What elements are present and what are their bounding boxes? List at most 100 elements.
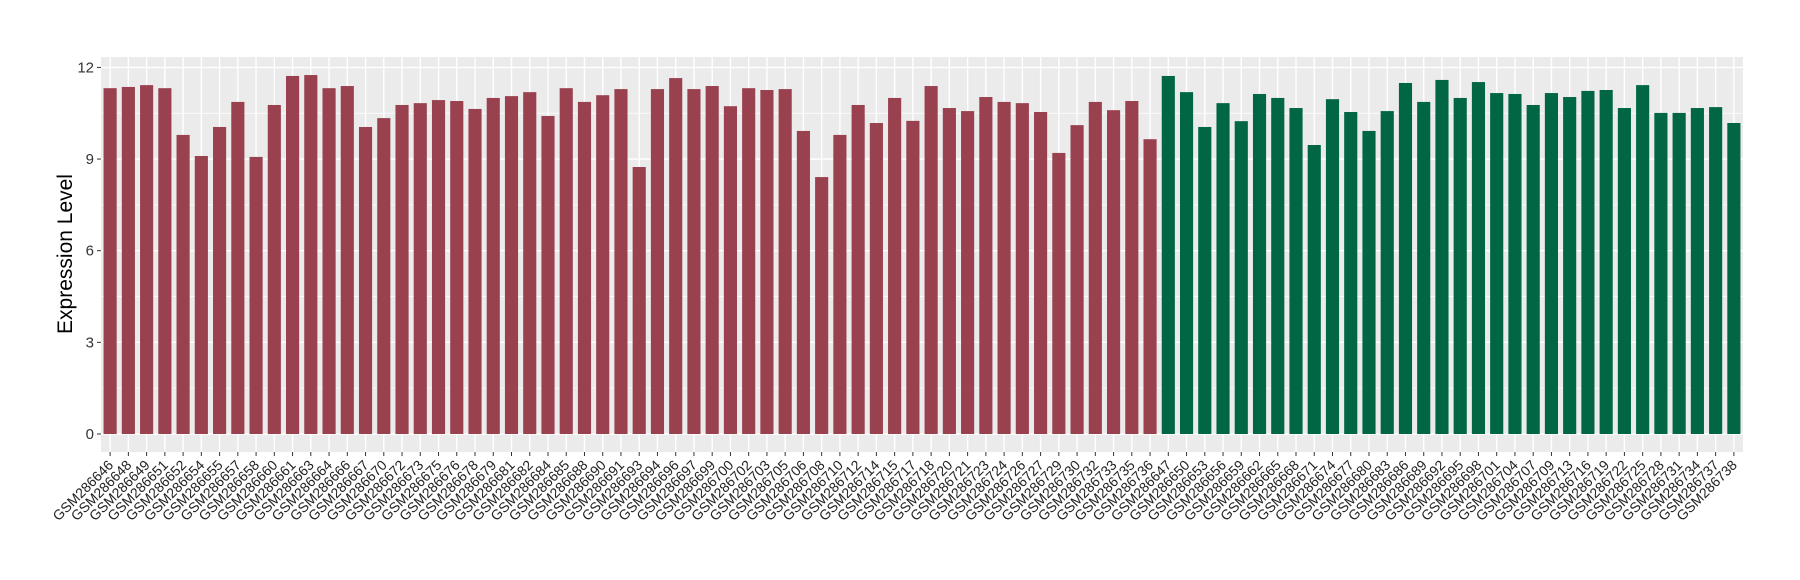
bar-GSM286666 [340, 86, 354, 435]
bar-GSM286736 [1143, 139, 1157, 434]
bar-GSM286672 [395, 104, 409, 434]
bar-GSM286712 [851, 104, 865, 434]
bar-GSM286661 [285, 75, 300, 434]
bar-GSM286714 [869, 123, 883, 434]
bar-GSM286707 [1526, 104, 1540, 434]
bar-GSM286720 [942, 108, 956, 435]
bar-GSM286732 [1088, 101, 1102, 434]
bar-GSM286727 [1034, 112, 1048, 435]
bar-GSM286709 [1544, 93, 1559, 434]
bar-GSM286670 [377, 118, 391, 434]
bar-GSM286718 [924, 86, 938, 435]
bar-GSM286706 [796, 130, 810, 434]
bar-GSM286652 [176, 134, 190, 434]
bar-GSM286716 [1581, 90, 1595, 435]
bar-GSM286705 [778, 89, 792, 434]
bar-GSM286656 [1216, 103, 1230, 435]
bar-GSM286722 [1617, 108, 1631, 435]
bar-GSM286730 [1070, 125, 1084, 435]
bar-GSM286701 [1490, 93, 1504, 434]
bar-GSM286660 [267, 104, 281, 434]
bar-GSM286646 [103, 88, 117, 434]
bar-GSM286664 [322, 88, 336, 434]
bar-GSM286697 [687, 89, 701, 434]
bar-GSM286703 [760, 90, 774, 434]
bar-GSM286724 [997, 101, 1011, 434]
bar-GSM286683 [1380, 111, 1394, 435]
bar-GSM286710 [833, 134, 847, 434]
y-tick-label: 12 [77, 59, 94, 76]
bar-GSM286667 [358, 126, 373, 434]
bar-GSM286721 [961, 111, 975, 435]
bar-GSM286731 [1672, 112, 1686, 435]
bar-GSM286728 [1654, 112, 1668, 435]
bar-GSM286733 [1106, 110, 1121, 435]
bar-GSM286738 [1727, 123, 1741, 434]
bar-GSM286658 [249, 156, 263, 434]
bar-GSM286689 [1417, 101, 1431, 434]
bar-GSM286696 [669, 78, 683, 434]
bar-GSM286677 [1344, 112, 1358, 435]
bar-GSM286704 [1508, 93, 1522, 434]
bar-GSM286726 [1015, 103, 1029, 435]
bar-GSM286678 [468, 108, 482, 434]
y-axis-title: Expression Level [54, 174, 77, 334]
bar-GSM286649 [140, 85, 154, 434]
x-axis: GSM286646GSM286648GSM286649GSM286651GSM2… [49, 452, 1740, 524]
y-tick-label: 9 [86, 151, 94, 168]
bar-GSM286702 [742, 88, 756, 434]
bar-GSM286648 [121, 86, 135, 435]
bar-GSM286674 [1325, 99, 1340, 434]
bar-GSM286690 [596, 95, 610, 434]
bar-GSM286699 [705, 86, 719, 435]
bar-GSM286688 [577, 101, 592, 434]
bar-GSM286694 [650, 89, 665, 434]
bar-GSM286725 [1636, 85, 1650, 434]
bar-GSM286719 [1599, 90, 1613, 434]
bar-GSM286693 [632, 166, 646, 435]
bar-GSM286691 [614, 89, 628, 434]
bar-GSM286665 [1271, 97, 1285, 434]
y-axis: 0 3 6 9 12 [77, 59, 101, 443]
bar-GSM286659 [1234, 121, 1248, 434]
bar-GSM286713 [1563, 97, 1577, 434]
bar-GSM286673 [413, 103, 427, 435]
bar-GSM286737 [1709, 107, 1723, 435]
bar-GSM286682 [523, 92, 537, 434]
bar-GSM286662 [1252, 93, 1267, 434]
bar-GSM286654 [194, 155, 208, 434]
bar-GSM286684 [541, 115, 555, 435]
bar-GSM286653 [1198, 126, 1212, 434]
bar-GSM286680 [1362, 130, 1376, 434]
bar-GSM286695 [1453, 97, 1467, 434]
bar-GSM286647 [1161, 75, 1175, 434]
bar-GSM286675 [431, 100, 446, 434]
bar-GSM286708 [815, 177, 829, 434]
bar-GSM286715 [888, 97, 902, 434]
bar-GSM286663 [304, 75, 318, 434]
y-tick-label: 6 [86, 243, 94, 260]
bars [103, 75, 1741, 435]
y-tick-label: 3 [86, 334, 94, 351]
y-tick-label: 0 [86, 426, 94, 443]
bar-GSM286655 [213, 126, 227, 434]
bar-GSM286692 [1435, 79, 1449, 434]
bar-GSM286723 [979, 97, 993, 434]
bar-GSM286657 [231, 101, 245, 434]
bar-GSM286651 [158, 88, 172, 434]
bar-GSM286686 [1398, 82, 1413, 434]
bar-GSM286698 [1471, 82, 1486, 435]
plot-panel [101, 57, 1743, 452]
bar-GSM286679 [486, 97, 500, 434]
bar-GSM286735 [1125, 101, 1139, 434]
bar-GSM286717 [906, 120, 920, 435]
bar-GSM286650 [1179, 92, 1194, 434]
bar-GSM286700 [723, 106, 738, 435]
bar-GSM286685 [559, 88, 573, 434]
bar-GSM286729 [1052, 152, 1066, 434]
bar-GSM286681 [504, 96, 519, 434]
bar-GSM286676 [450, 101, 464, 434]
bar-GSM286671 [1307, 144, 1321, 434]
bar-GSM286734 [1690, 108, 1704, 435]
